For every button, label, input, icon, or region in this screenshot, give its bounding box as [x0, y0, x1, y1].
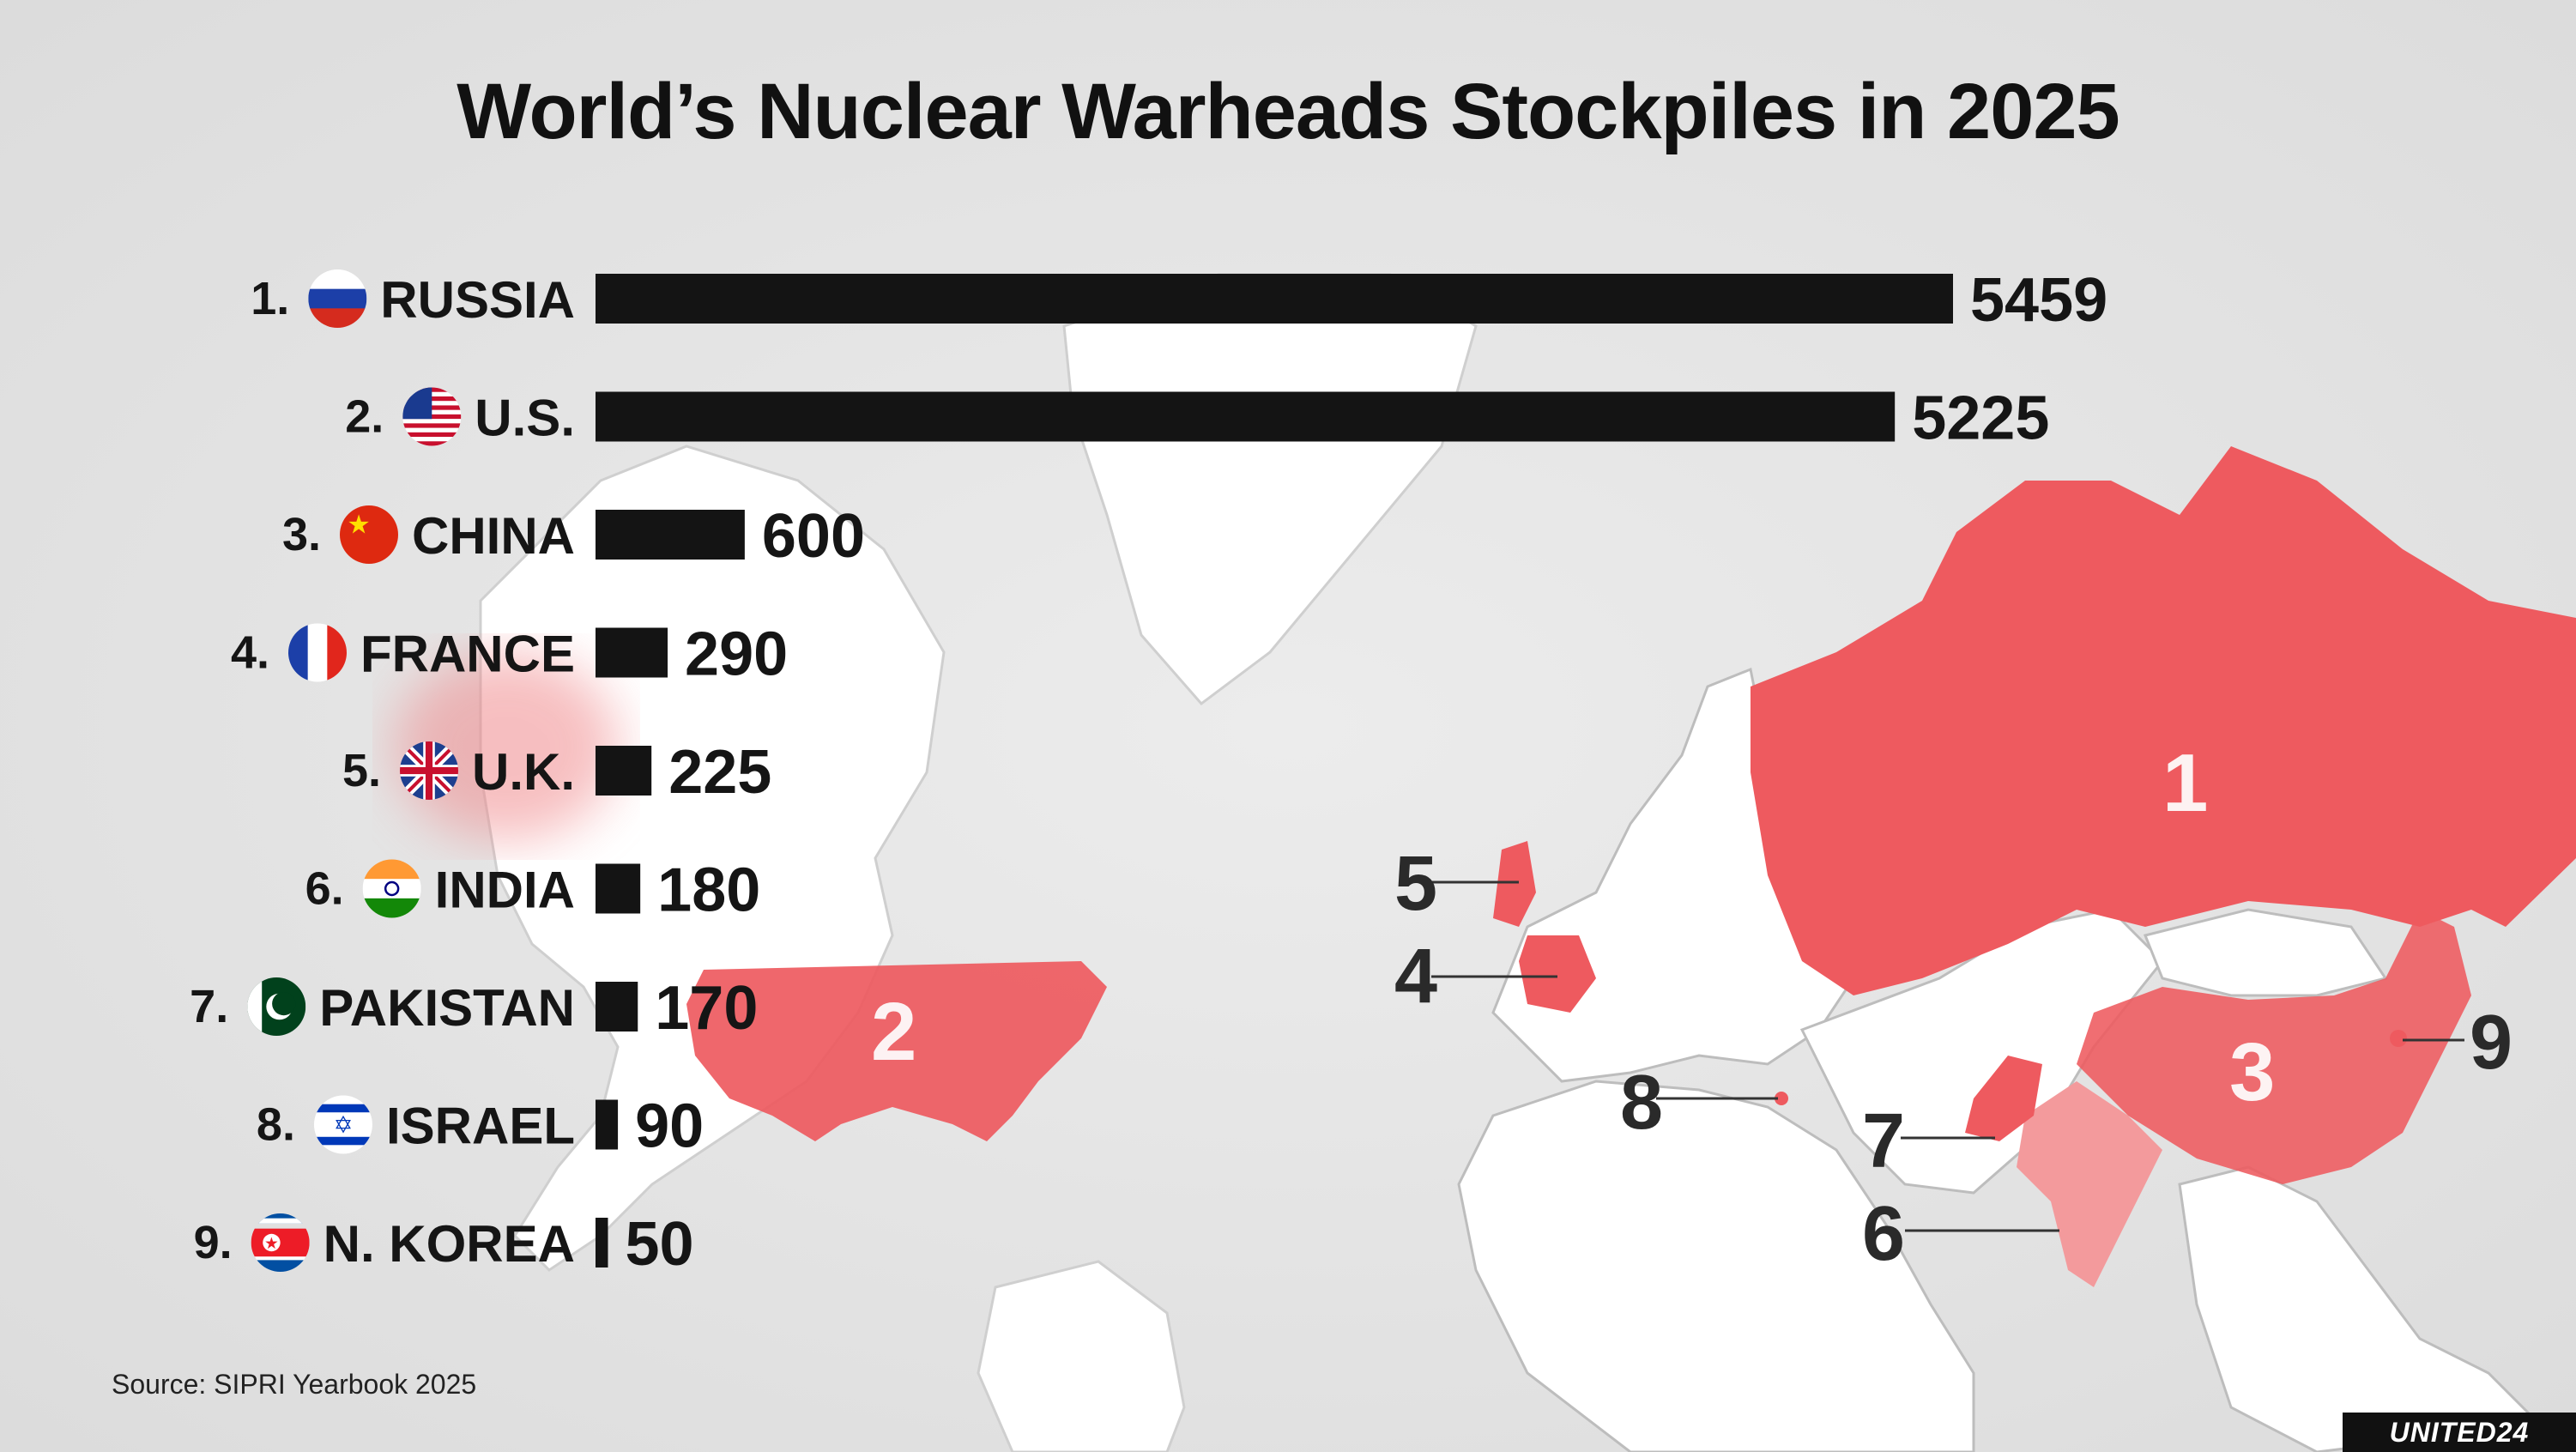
brand-logo: UNITED24	[2343, 1413, 2576, 1452]
israel-flag-icon: ✡	[313, 1095, 372, 1154]
country-label: N. KOREA	[324, 1215, 575, 1273]
bar-row: U.S. 2. 5225	[345, 384, 2049, 453]
bar-row: INDIA 6. 180	[305, 856, 761, 925]
israel-highlight	[1775, 1092, 1788, 1105]
rank-label: 8.	[257, 1099, 295, 1151]
value-label: 5225	[1912, 384, 2049, 453]
map-number-label: 5	[1394, 841, 1437, 927]
bar-row: PAKISTAN 7. 170	[190, 974, 758, 1043]
bar	[596, 274, 1953, 324]
rank-label: 1.	[251, 273, 289, 324]
map-number-label: 6	[1862, 1191, 1905, 1277]
map-number-label: 3	[2229, 1026, 2275, 1118]
mongolia-landmass	[2143, 908, 2388, 997]
north-korea-highlight	[2390, 1030, 2407, 1047]
france-highlight	[1519, 935, 1596, 1013]
value-label: 290	[685, 620, 788, 689]
svg-text:★: ★	[347, 510, 370, 540]
bar-row: FRANCE 4. 290	[231, 620, 788, 689]
map-number-label: 9	[2470, 1000, 2513, 1086]
value-label: 90	[635, 1092, 704, 1161]
bar	[596, 982, 638, 1032]
value-label: 5459	[1970, 266, 2107, 335]
se-asia-landmass	[2178, 1165, 2543, 1452]
map-number-label: 1	[2162, 737, 2208, 829]
usa-flag-icon	[402, 387, 462, 446]
china-flag-icon: ★	[340, 505, 398, 564]
bar	[596, 1218, 608, 1267]
bar	[596, 746, 652, 796]
map-number-label: 2	[871, 986, 916, 1078]
chart-title: World’s Nuclear Warheads Stockpiles in 2…	[457, 68, 2119, 155]
rank-label: 9.	[194, 1217, 233, 1268]
country-label: ISRAEL	[386, 1098, 575, 1155]
country-label: FRANCE	[360, 626, 575, 683]
value-label: 170	[655, 974, 758, 1043]
bar-row: RUSSIA 1. 5459	[251, 266, 2107, 335]
rank-label: 6.	[305, 863, 344, 915]
russia-highlight	[1751, 446, 2576, 995]
france-flag-icon	[288, 623, 347, 682]
bar-row: CHINA ★ 3. 600	[282, 502, 865, 571]
bar	[596, 1099, 619, 1150]
svg-text:★: ★	[264, 1235, 279, 1253]
bar-row: ISRAEL ✡ 8. 90	[257, 1092, 704, 1161]
map-number-label: 8	[1620, 1060, 1663, 1146]
rank-label: 5.	[342, 745, 381, 796]
rank-label: 7.	[190, 981, 228, 1032]
map-number-label: 7	[1862, 1098, 1905, 1184]
bar	[596, 391, 1896, 442]
bar-row: N. KOREA ★ 9. 50	[194, 1210, 694, 1279]
pakistan-flag-icon	[247, 977, 306, 1036]
value-label: 180	[657, 856, 760, 925]
map-number-label: 4	[1394, 934, 1437, 1019]
country-label: U.S.	[475, 390, 575, 447]
country-label: CHINA	[412, 507, 575, 565]
uk-flag-icon	[400, 741, 458, 800]
bar-row: U.K. 5. 225	[342, 738, 771, 807]
pink-glow	[395, 652, 618, 841]
usa-highlight	[686, 961, 1107, 1141]
china-highlight	[2077, 910, 2471, 1184]
value-label: 600	[762, 502, 865, 571]
rank-label: 4.	[231, 627, 269, 679]
svg-text:✡: ✡	[334, 1112, 354, 1139]
country-label: RUSSIA	[380, 271, 575, 329]
india-highlight	[2017, 1081, 2162, 1287]
india-flag-icon	[362, 859, 421, 918]
rank-label: 2.	[345, 391, 384, 443]
russia-flag-icon	[308, 269, 367, 328]
south-america-landmass	[977, 1260, 1186, 1452]
africa-landmass	[1457, 1080, 1975, 1452]
rank-label: 3.	[282, 509, 321, 560]
value-label: 50	[625, 1210, 693, 1279]
bar	[596, 510, 745, 560]
country-label: U.K.	[472, 743, 575, 801]
uk-highlight	[1493, 841, 1536, 927]
country-label: PAKISTAN	[319, 979, 575, 1037]
bar	[596, 863, 641, 914]
source-note: Source: SIPRI Yearbook 2025	[112, 1369, 477, 1400]
value-label: 225	[668, 738, 771, 807]
country-label: INDIA	[435, 862, 575, 919]
north-korea-flag-icon: ★	[251, 1213, 310, 1272]
pakistan-highlight	[1965, 1056, 2042, 1141]
bar	[596, 627, 668, 678]
